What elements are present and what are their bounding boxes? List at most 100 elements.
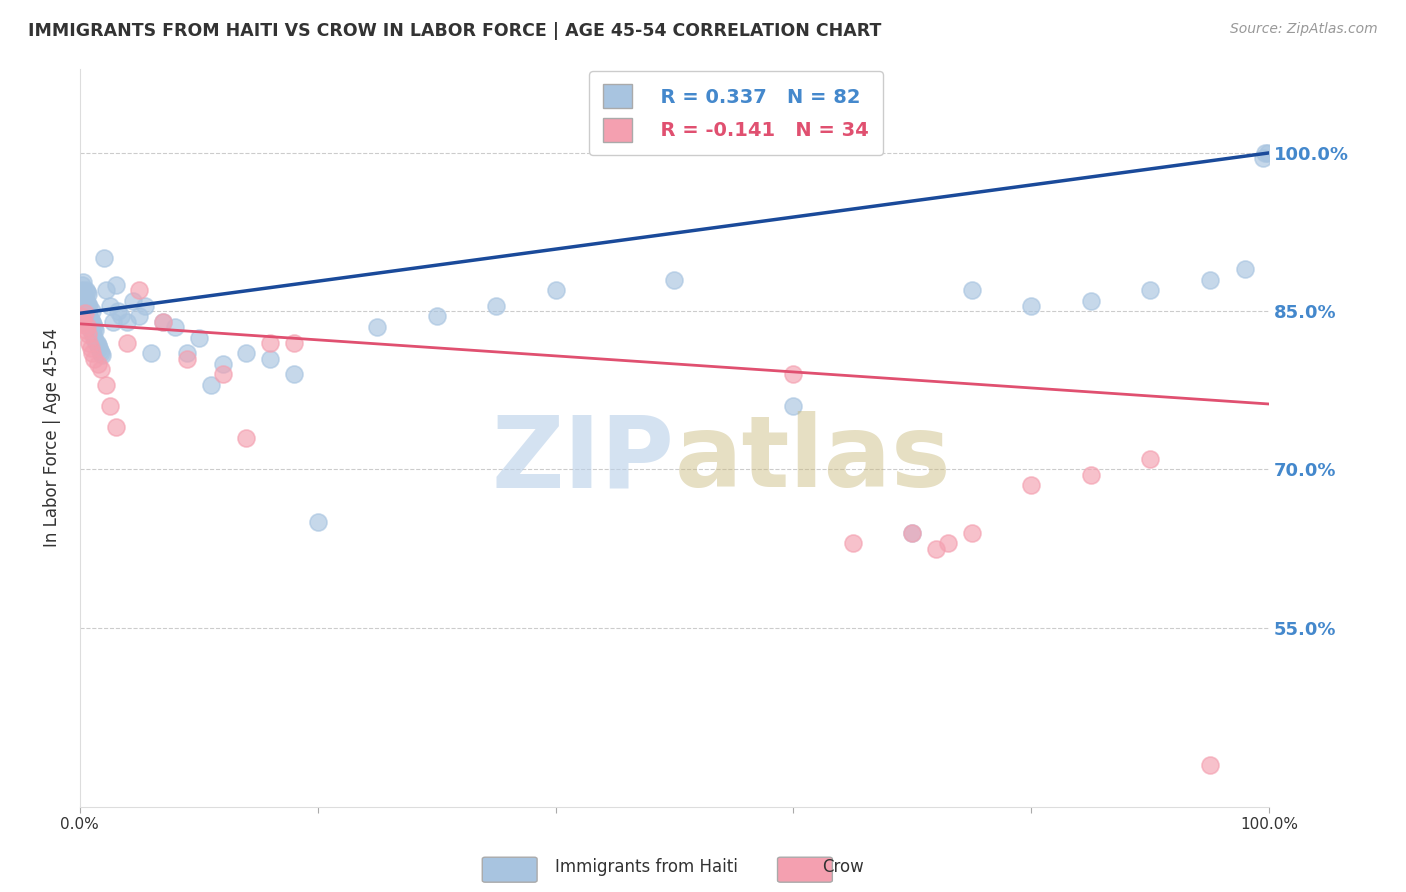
Point: [211, 357, 233, 371]
Point: [79, 323, 101, 337]
Point: [73, 299, 96, 313]
Point: [82, 327, 104, 342]
Point: [76, 295, 98, 310]
Point: [76, 318, 98, 333]
Point: [104, 277, 127, 292]
Point: [1139, 451, 1161, 466]
Point: [842, 536, 865, 550]
Point: [89, 344, 111, 359]
Point: [782, 399, 804, 413]
Point: [1019, 299, 1042, 313]
Point: [110, 310, 132, 324]
Point: [79, 310, 101, 324]
Point: [1198, 757, 1220, 772]
Point: [80, 346, 103, 360]
Point: [107, 304, 129, 318]
Point: [75, 293, 97, 308]
Point: [235, 346, 257, 360]
Point: [901, 525, 924, 540]
Point: [90, 362, 112, 376]
Point: [70, 277, 93, 292]
Point: [72, 306, 94, 320]
Point: [84, 334, 107, 348]
Point: [176, 351, 198, 366]
Point: [90, 346, 112, 360]
Point: [366, 320, 388, 334]
Point: [77, 327, 100, 342]
Point: [1234, 262, 1257, 277]
Point: [80, 325, 103, 339]
Point: [72, 312, 94, 326]
Point: [101, 315, 124, 329]
Point: [79, 335, 101, 350]
Point: [211, 368, 233, 382]
Point: [117, 315, 139, 329]
Point: [200, 378, 222, 392]
Point: [91, 349, 114, 363]
Point: [72, 295, 94, 310]
Point: [83, 351, 105, 366]
Text: Source: ZipAtlas.com: Source: ZipAtlas.com: [1230, 22, 1378, 37]
Point: [82, 317, 104, 331]
Point: [1198, 272, 1220, 286]
Point: [1139, 283, 1161, 297]
Point: [960, 283, 983, 297]
Point: [79, 341, 101, 355]
Point: [98, 299, 121, 313]
Point: [782, 368, 804, 382]
Point: [259, 335, 281, 350]
Point: [76, 315, 98, 329]
Point: [79, 320, 101, 334]
Point: [80, 304, 103, 318]
Point: [134, 299, 156, 313]
Point: [235, 431, 257, 445]
Point: [76, 285, 98, 300]
Point: [163, 320, 186, 334]
Point: [104, 420, 127, 434]
Point: [1251, 151, 1274, 165]
Point: [77, 298, 100, 312]
Point: [1080, 467, 1102, 482]
Point: [1080, 293, 1102, 308]
Text: ZIP: ZIP: [492, 411, 675, 508]
Point: [75, 301, 97, 316]
Text: atlas: atlas: [675, 411, 950, 508]
Point: [307, 515, 329, 529]
Point: [141, 346, 163, 360]
Point: [73, 310, 96, 324]
Point: [98, 399, 121, 413]
Point: [283, 335, 305, 350]
Point: [77, 317, 100, 331]
Point: [70, 283, 93, 297]
Text: Crow: Crow: [823, 858, 865, 876]
Point: [70, 292, 93, 306]
Point: [77, 287, 100, 301]
Point: [86, 335, 108, 350]
Point: [79, 312, 101, 326]
Point: [72, 285, 94, 300]
Point: [122, 293, 145, 308]
Point: [925, 541, 948, 556]
Point: [72, 275, 94, 289]
Point: [75, 283, 97, 297]
Point: [901, 525, 924, 540]
Legend:   R = 0.337   N = 82,   R = -0.141   N = 34: R = 0.337 N = 82, R = -0.141 N = 34: [589, 70, 883, 155]
Point: [86, 357, 108, 371]
Point: [117, 335, 139, 350]
Y-axis label: In Labor Force | Age 45-54: In Labor Force | Age 45-54: [44, 328, 60, 548]
Point: [77, 306, 100, 320]
Point: [664, 272, 686, 286]
Text: Immigrants from Haiti: Immigrants from Haiti: [555, 858, 738, 876]
Point: [76, 304, 98, 318]
Point: [70, 310, 93, 324]
Point: [259, 351, 281, 366]
Point: [70, 299, 93, 313]
Point: [485, 299, 508, 313]
Point: [79, 299, 101, 313]
Point: [75, 323, 97, 337]
Point: [187, 330, 209, 344]
Point: [83, 320, 105, 334]
Point: [80, 315, 103, 329]
Point: [84, 323, 107, 337]
Point: [73, 288, 96, 302]
